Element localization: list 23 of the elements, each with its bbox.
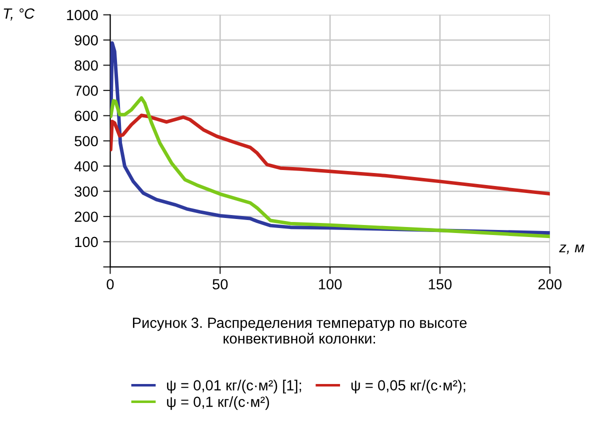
x-tick-label: 0: [106, 279, 114, 290]
y-tick-label: 200: [74, 212, 98, 222]
line-series: [110, 114, 550, 196]
y-tick-label: 300: [74, 186, 98, 197]
y-tick-label: 600: [74, 110, 98, 122]
y-axis-title: T, °C: [4, 8, 35, 20]
y-tick-label: 1000: [67, 10, 98, 20]
line-series: [110, 96, 550, 238]
text: Рисунок 3. Распределения температур по высоте конвективной колонки:: [132, 318, 467, 344]
x-tick-label: 50: [212, 279, 228, 290]
x-tick-label: 150: [428, 279, 452, 290]
y-tick-label: 900: [74, 35, 98, 46]
y-tick-label: 700: [74, 86, 98, 96]
legend-label: ψ = 0,01 кг/(с·м²) [1];: [167, 380, 302, 394]
x-axis-title: z, м: [559, 244, 584, 254]
legend-label: ψ = 0,1 кг/(с·м²): [167, 396, 270, 410]
x-tick-label: 100: [318, 279, 342, 290]
y-tick-label: 800: [74, 60, 98, 71]
x-tick-label: 200: [538, 279, 562, 290]
y-tick-label: 500: [74, 136, 98, 146]
y-tick-label: 100: [75, 236, 98, 248]
legend-label: ψ = 0,05 кг/(с·м²);: [351, 380, 466, 394]
y-tick-label: 400: [74, 161, 98, 172]
